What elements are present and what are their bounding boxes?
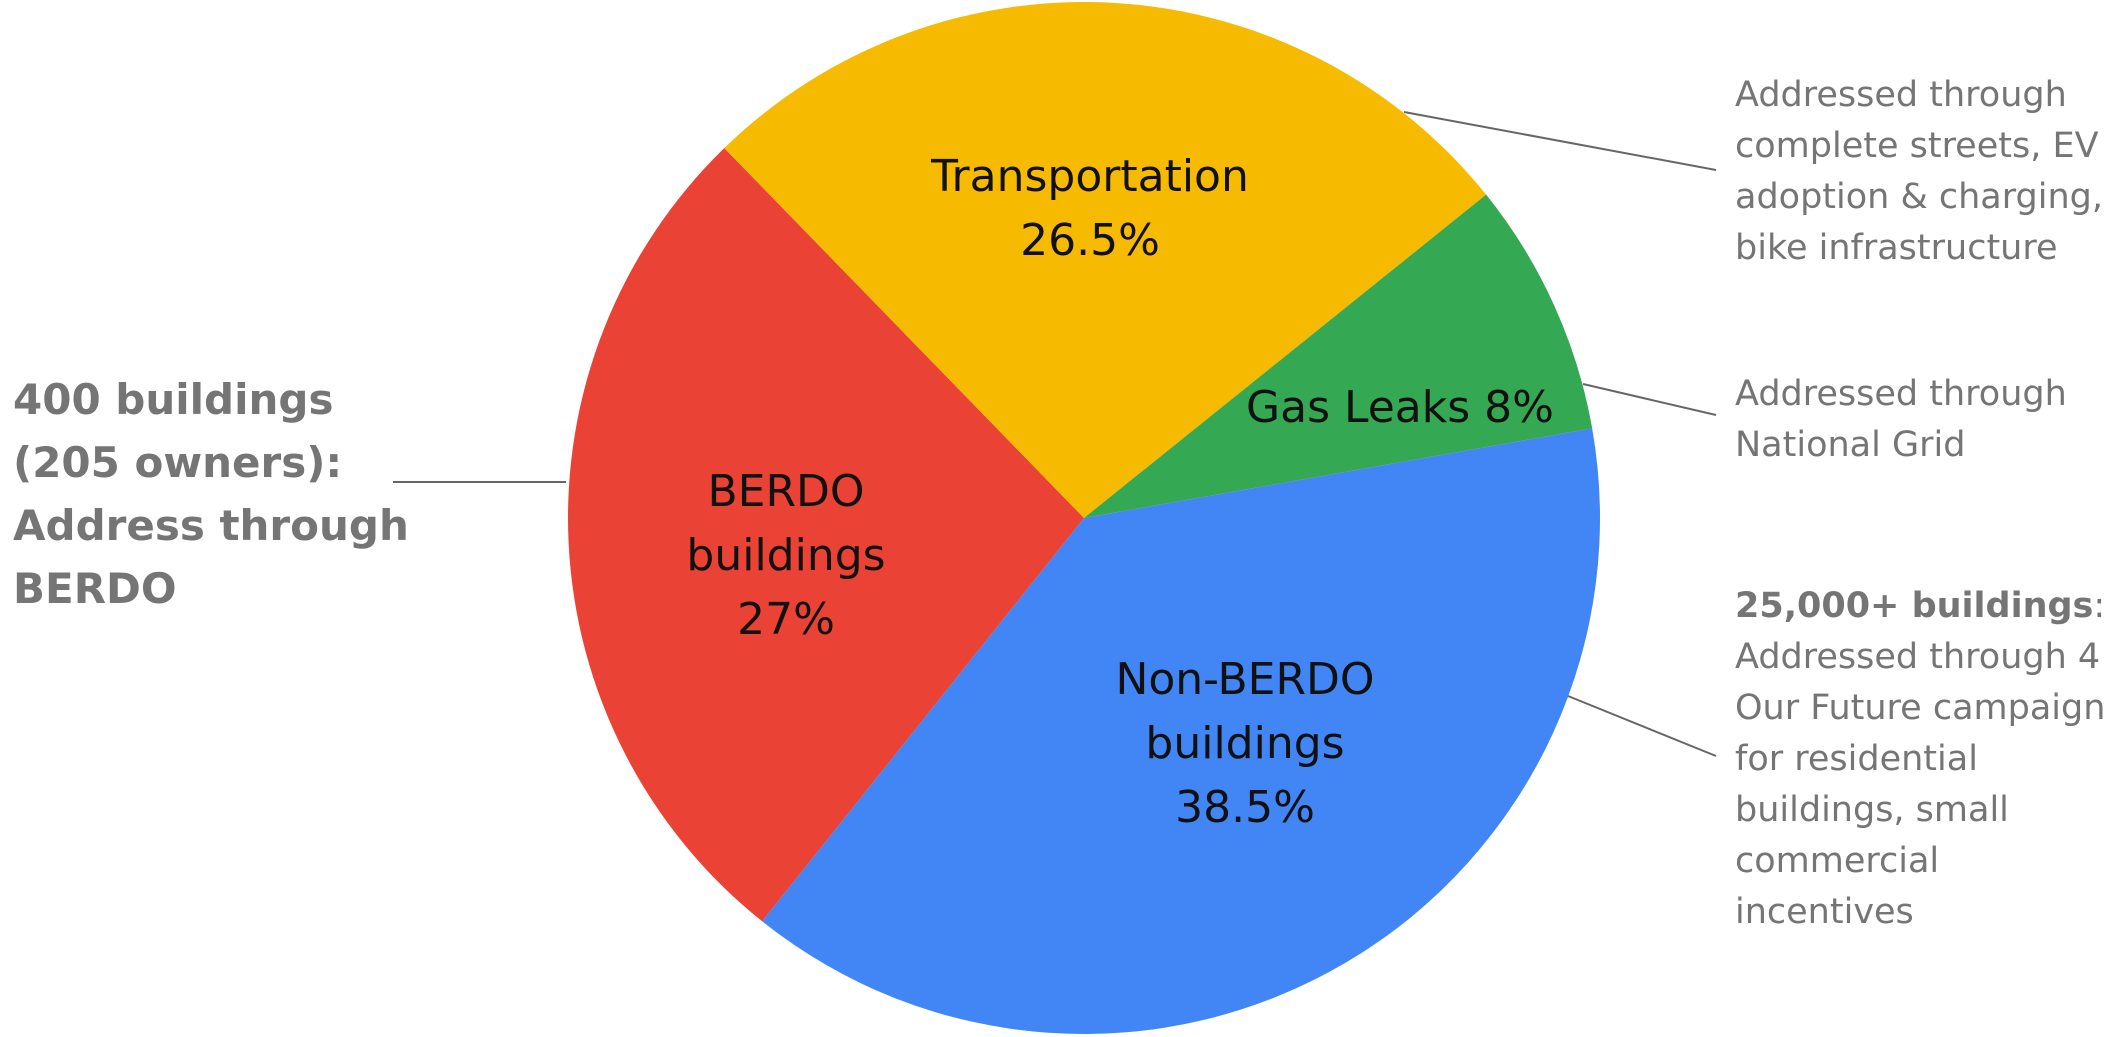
leader-line bbox=[1582, 383, 1717, 416]
annotation: 25,000+ buildings: Addressed through 4 O… bbox=[1735, 581, 2111, 938]
slice-name: Non-BERDO buildings bbox=[1115, 654, 1375, 769]
annotation: Addressed through complete streets, EV a… bbox=[1735, 70, 2111, 274]
slice-name: BERDO buildings bbox=[686, 466, 886, 581]
annotation-text: Addressed through complete streets, EV a… bbox=[1735, 75, 2103, 268]
slice-value: 8% bbox=[1484, 382, 1554, 433]
pie-slice bbox=[568, 148, 1084, 922]
annotation: 400 buildings (205 owners): Address thro… bbox=[13, 368, 413, 620]
leader-line bbox=[1403, 111, 1717, 171]
slice-label: Gas Leaks 8% bbox=[1200, 376, 1600, 440]
slice-value: 27% bbox=[737, 594, 835, 645]
pie-slice bbox=[724, 1, 1487, 518]
slice-label: Non-BERDO buildings 38.5% bbox=[1095, 648, 1395, 840]
slice-value: 26.5% bbox=[1020, 215, 1160, 266]
annotation-text: Addressed through National Grid bbox=[1735, 374, 2067, 465]
slice-label: Transportation 26.5% bbox=[890, 145, 1290, 273]
annotation-text: : Addressed through 4 Our Future campaig… bbox=[1735, 586, 2106, 932]
annotation-bold: 400 buildings (205 owners): Address thro… bbox=[13, 375, 409, 613]
annotation-bold: 25,000+ buildings bbox=[1735, 586, 2094, 626]
slice-label: BERDO buildings 27% bbox=[676, 460, 896, 652]
leader-lines bbox=[393, 111, 1717, 757]
slice-name: Gas Leaks bbox=[1246, 382, 1471, 433]
leader-line bbox=[1567, 695, 1717, 757]
pie-slice bbox=[762, 428, 1600, 1034]
pie-slice bbox=[1084, 194, 1593, 519]
slice-value: 38.5% bbox=[1175, 782, 1315, 833]
slice-name: Transportation bbox=[931, 151, 1249, 202]
annotation: Addressed through National Grid bbox=[1735, 369, 2111, 471]
